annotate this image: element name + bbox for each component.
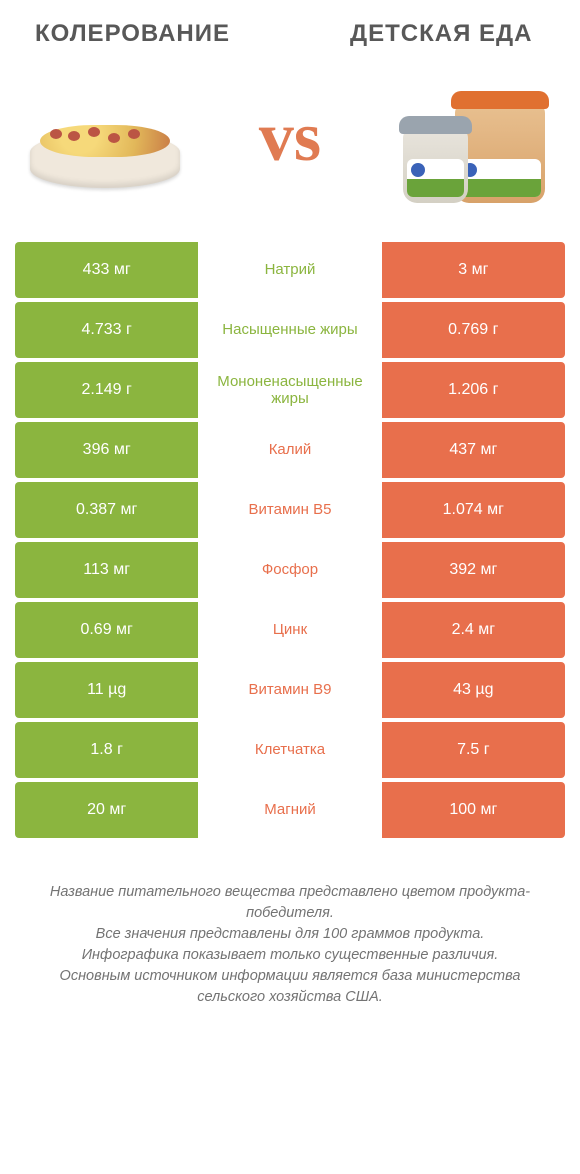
left-value: 113 мг: [15, 542, 198, 598]
left-value: 0.69 мг: [15, 602, 198, 658]
table-row: 433 мгНатрий3 мг: [15, 242, 565, 298]
nutrient-name: Фосфор: [198, 542, 381, 598]
table-row: 4.733 гНасыщенные жиры0.769 г: [15, 302, 565, 358]
babyfood-jars-icon: [395, 73, 555, 203]
footnote-line: Все значения представлены для 100 граммо…: [96, 926, 485, 942]
right-value: 1.074 мг: [382, 482, 565, 538]
right-value: 43 µg: [382, 662, 565, 718]
nutrient-name: Натрий: [198, 242, 381, 298]
right-value: 7.5 г: [382, 722, 565, 778]
right-value: 437 мг: [382, 422, 565, 478]
left-value: 0.387 мг: [15, 482, 198, 538]
nutrient-name: Клетчатка: [198, 722, 381, 778]
casserole-icon: [30, 133, 180, 188]
footnote-line: Инфографика показывает только существенн…: [82, 947, 499, 963]
infographic-container: КОЛЕРОВАНИЕ ДЕТСКАЯ ЕДА vs 433 мгНатрий3…: [0, 0, 580, 1028]
left-value: 396 мг: [15, 422, 198, 478]
nutrient-name: Калий: [198, 422, 381, 478]
title-right: ДЕТСКАЯ ЕДА: [318, 20, 566, 48]
comparison-table: 433 мгНатрий3 мг4.733 гНасыщенные жиры0.…: [15, 238, 565, 842]
right-value: 0.769 г: [382, 302, 565, 358]
nutrient-name: Мононенасыщенные жиры: [198, 362, 381, 418]
left-value: 1.8 г: [15, 722, 198, 778]
table-row: 396 мгКалий437 мг: [15, 422, 565, 478]
left-value: 4.733 г: [15, 302, 198, 358]
header: КОЛЕРОВАНИЕ ДЕТСКАЯ ЕДА: [15, 20, 565, 48]
footnote-line: Основным источником информации является …: [60, 968, 521, 1005]
table-row: 20 мгМагний100 мг: [15, 782, 565, 838]
left-value: 20 мг: [15, 782, 198, 838]
comparison-table-body: 433 мгНатрий3 мг4.733 гНасыщенные жиры0.…: [15, 242, 565, 838]
nutrient-name: Насыщенные жиры: [198, 302, 381, 358]
right-value: 392 мг: [382, 542, 565, 598]
nutrient-name: Цинк: [198, 602, 381, 658]
right-value: 100 мг: [382, 782, 565, 838]
footnote: Название питательного вещества представл…: [15, 882, 565, 1008]
left-value: 433 мг: [15, 242, 198, 298]
nutrient-name: Магний: [198, 782, 381, 838]
product-image-right: [385, 78, 565, 198]
table-row: 1.8 гКлетчатка7.5 г: [15, 722, 565, 778]
table-row: 113 мгФосфор392 мг: [15, 542, 565, 598]
nutrient-name: Витамин B9: [198, 662, 381, 718]
right-value: 1.206 г: [382, 362, 565, 418]
title-left: КОЛЕРОВАНИЕ: [15, 20, 283, 48]
left-value: 2.149 г: [15, 362, 198, 418]
table-row: 0.387 мгВитамин B51.074 мг: [15, 482, 565, 538]
left-value: 11 µg: [15, 662, 198, 718]
vs-label: vs: [259, 98, 321, 178]
product-image-left: [15, 78, 195, 198]
table-row: 11 µgВитамин B943 µg: [15, 662, 565, 718]
right-value: 3 мг: [382, 242, 565, 298]
nutrient-name: Витамин B5: [198, 482, 381, 538]
right-value: 2.4 мг: [382, 602, 565, 658]
footnote-line: Название питательного вещества представл…: [50, 884, 530, 921]
table-row: 2.149 гМононенасыщенные жиры1.206 г: [15, 362, 565, 418]
table-row: 0.69 мгЦинк2.4 мг: [15, 602, 565, 658]
images-row: vs: [15, 68, 565, 208]
